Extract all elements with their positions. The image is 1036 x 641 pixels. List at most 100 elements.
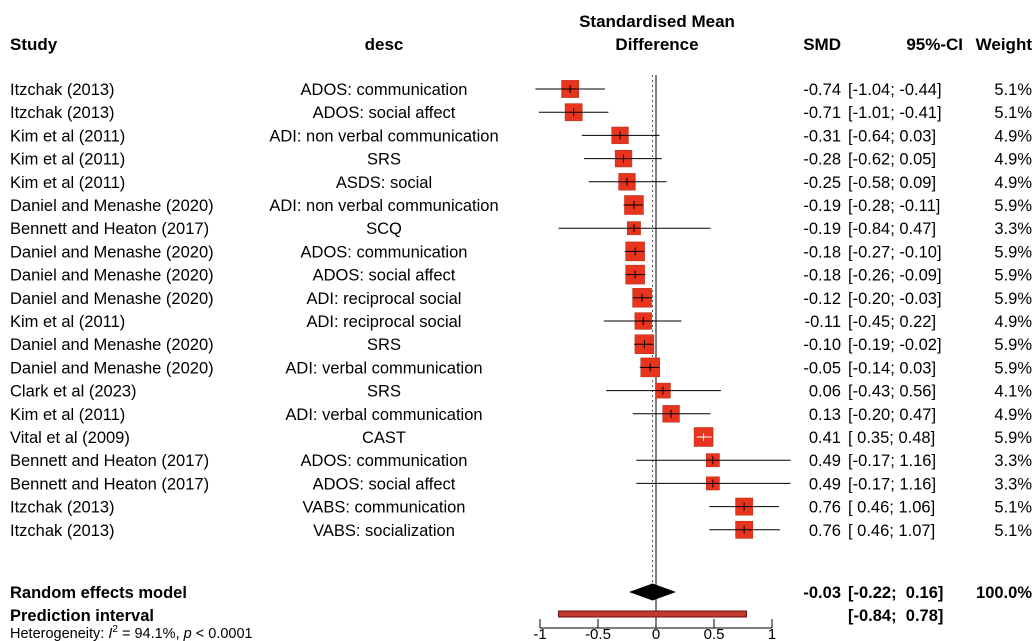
table-row: Itzchak (2013) VABS: communication 0.76 [ 0… — [10, 499, 1032, 517]
table-row: Bennett and Heaton (2017) ADOS: communica… — [10, 452, 1032, 470]
header-plot-line2: Difference — [615, 35, 698, 54]
study-ci: [-0.62; 0.05] — [848, 151, 936, 169]
study-name: Clark et al (2023) — [10, 383, 137, 401]
table-row: Itzchak (2013) ADOS: communication -0.74 [-… — [10, 81, 1032, 99]
study-desc: SRS — [367, 383, 401, 401]
study-marker — [624, 241, 645, 262]
study-weight: 5.9% — [994, 197, 1032, 215]
table-row: Kim et al (2011) ADI: reciprocal social -0… — [10, 313, 1032, 331]
study-weight: 5.9% — [994, 429, 1032, 447]
study-desc: VABS: socialization — [313, 522, 455, 540]
study-smd: -0.28 — [803, 151, 841, 169]
table-row: Kim et al (2011) SRS -0.28 [-0.62; 0.05] 4.9… — [10, 151, 1032, 169]
study-desc: ADI: reciprocal social — [307, 290, 462, 308]
random-effects-smd: -0.03 — [803, 584, 841, 602]
study-smd: -0.71 — [803, 104, 841, 122]
random-effects-label: Random effects model — [10, 584, 187, 602]
header-desc: desc — [365, 35, 404, 54]
study-marker — [709, 497, 779, 516]
study-desc: ASDS: social — [336, 174, 432, 192]
study-desc: ADI: non verbal communication — [269, 197, 498, 215]
study-desc: ADOS: communication — [301, 452, 468, 470]
study-desc: ADI: verbal communication — [285, 359, 482, 377]
study-name: Bennett and Heaton (2017) — [10, 475, 209, 493]
table-row: Daniel and Menashe (2020) ADOS: social af… — [10, 267, 1032, 285]
study-ci: [ 0.35; 0.48] — [848, 429, 935, 447]
study-smd: 0.13 — [809, 406, 841, 424]
study-smd: -0.19 — [803, 197, 841, 215]
heterogeneity-i2-sup: 2 — [112, 624, 118, 635]
table-row: Vital et al (2009) CAST 0.41 [ 0.35; 0.48] 5… — [10, 429, 1032, 447]
study-smd: -0.74 — [803, 81, 841, 99]
study-marker — [636, 453, 791, 468]
study-weight: 4.9% — [994, 151, 1032, 169]
prediction-interval-ci: [-0.84; 0.78] — [848, 607, 943, 625]
table-row: Bennett and Heaton (2017) ADOS: social af… — [10, 475, 1032, 493]
study-weight: 4.9% — [994, 313, 1032, 331]
table-row: Itzchak (2013) ADOS: social affect -0.71 [-… — [10, 104, 1032, 122]
plot-area: -1 -0.5 0 0.5 1 — [533, 75, 791, 641]
study-name: Itzchak (2013) — [10, 104, 115, 122]
study-marker — [538, 103, 609, 122]
study-name: Kim et al (2011) — [10, 406, 125, 424]
study-name: Daniel and Menashe (2020) — [10, 267, 214, 285]
study-smd: -0.18 — [803, 243, 841, 261]
prediction-interval-bar — [558, 610, 747, 618]
study-name: Itzchak (2013) — [10, 499, 115, 517]
study-smd: -0.19 — [803, 220, 841, 238]
study-ci: [-0.58; 0.09] — [848, 174, 936, 192]
study-desc: ADOS: social affect — [313, 104, 456, 122]
study-ci: [-0.26; -0.09] — [848, 267, 942, 285]
study-desc: ADI: verbal communication — [285, 406, 482, 424]
study-name: Daniel and Menashe (2020) — [10, 243, 214, 261]
study-smd: 0.41 — [809, 429, 841, 447]
study-ci: [-0.43; 0.56] — [848, 383, 936, 401]
study-name: Daniel and Menashe (2020) — [10, 290, 214, 308]
x-tick-label: -0.5 — [585, 626, 611, 641]
study-ci: [-0.64; 0.03] — [848, 127, 936, 145]
header-study: Study — [10, 35, 58, 54]
study-ci: [ 0.46; 1.07] — [848, 522, 935, 540]
study-name: Kim et al (2011) — [10, 174, 125, 192]
table-row: Daniel and Menashe (2020) ADOS: communica… — [10, 243, 1032, 261]
random-effects-weight: 100.0% — [976, 584, 1032, 602]
study-smd: -0.05 — [803, 359, 841, 377]
study-desc: ADOS: communication — [301, 243, 468, 261]
study-marker — [709, 520, 781, 539]
study-desc: SRS — [367, 151, 401, 169]
table-row: Daniel and Menashe (2020) ADI: verbal com… — [10, 359, 1032, 377]
header-weight: Weight — [976, 35, 1033, 54]
study-ci: [-0.17; 1.16] — [848, 452, 936, 470]
random-effects-ci: [-0.22; 0.16] — [848, 584, 943, 602]
study-desc: SCQ — [366, 220, 402, 238]
heterogeneity-i2-value: = 94.1%, — [118, 626, 184, 641]
study-weight: 5.1% — [994, 81, 1032, 99]
study-marker — [632, 405, 711, 423]
study-ci: [-0.14; 0.03] — [848, 359, 936, 377]
study-smd: -0.31 — [803, 127, 841, 145]
study-ci: [-1.04; -0.44] — [848, 81, 942, 99]
study-smd: 0.49 — [809, 475, 841, 493]
study-weight: 5.1% — [994, 522, 1032, 540]
study-marker — [558, 221, 711, 236]
study-name: Bennett and Heaton (2017) — [10, 452, 209, 470]
study-marker — [636, 476, 791, 491]
study-ci: [-0.20; 0.47] — [848, 406, 936, 424]
study-name: Kim et al (2011) — [10, 151, 125, 169]
table-row: Daniel and Menashe (2020) ADI: reciprocal… — [10, 290, 1032, 308]
study-name: Daniel and Menashe (2020) — [10, 197, 214, 215]
table-row: Kim et al (2011) ADI: non verbal communic… — [10, 127, 1032, 145]
study-ci: [-0.45; 0.22] — [848, 313, 936, 331]
heterogeneity-i2-symbol: I — [108, 626, 112, 641]
study-smd: 0.76 — [809, 499, 841, 517]
study-desc: ADI: non verbal communication — [269, 127, 498, 145]
study-marker — [639, 357, 660, 378]
study-weight: 5.1% — [994, 499, 1032, 517]
study-weight: 4.9% — [994, 406, 1032, 424]
study-name: Kim et al (2011) — [10, 313, 125, 331]
study-smd: -0.18 — [803, 267, 841, 285]
study-marker — [632, 288, 653, 308]
study-ci: [-0.27; -0.10] — [848, 243, 942, 261]
study-weight: 4.1% — [994, 383, 1032, 401]
study-name: Itzchak (2013) — [10, 522, 115, 540]
